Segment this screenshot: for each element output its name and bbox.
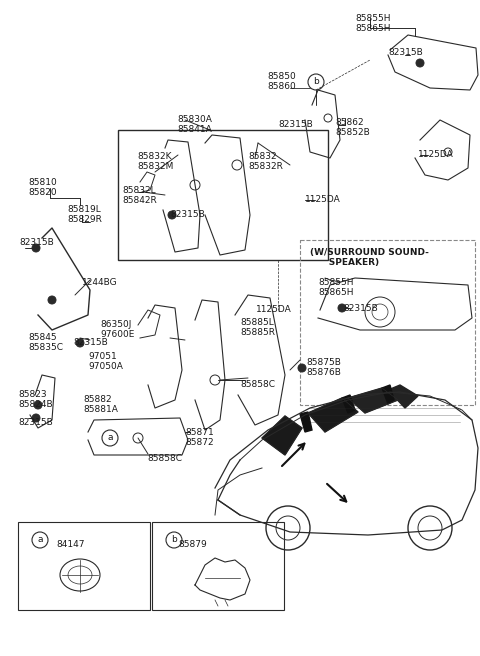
Text: 85858C: 85858C	[240, 380, 275, 389]
Text: 85810
85820: 85810 85820	[28, 178, 57, 197]
Text: 85875B
85876B: 85875B 85876B	[306, 358, 341, 377]
Bar	[152, 522, 284, 610]
Polygon shape	[348, 388, 398, 413]
Text: b: b	[171, 535, 177, 544]
Text: 86350J
97600E: 86350J 97600E	[100, 320, 134, 339]
Text: 85858C: 85858C	[147, 454, 182, 463]
Circle shape	[416, 59, 424, 67]
Text: 85855H
85865H: 85855H 85865H	[318, 278, 353, 297]
Text: 82315B: 82315B	[388, 48, 423, 57]
Text: a: a	[107, 434, 113, 443]
Text: 85832
85832R: 85832 85832R	[248, 152, 283, 171]
Text: a: a	[37, 535, 43, 544]
Text: (W/SURROUND SOUND-
      SPEAKER): (W/SURROUND SOUND- SPEAKER)	[310, 248, 429, 268]
Bar	[300, 240, 475, 405]
Text: 85882
85881A: 85882 85881A	[83, 395, 118, 415]
Polygon shape	[300, 412, 312, 432]
Bar	[118, 130, 328, 260]
Text: 85823
85824B: 85823 85824B	[18, 390, 53, 409]
Circle shape	[298, 364, 306, 372]
Text: 85832K
85832M: 85832K 85832M	[137, 152, 173, 171]
Polygon shape	[308, 398, 358, 432]
Text: 82315B: 82315B	[170, 210, 205, 219]
Polygon shape	[388, 385, 418, 408]
Text: 85855H
85865H: 85855H 85865H	[355, 14, 391, 33]
Text: 85885L
85885R: 85885L 85885R	[240, 318, 275, 337]
Circle shape	[168, 211, 176, 219]
Polygon shape	[262, 416, 302, 455]
Text: 85871
85872: 85871 85872	[185, 428, 214, 447]
Circle shape	[32, 414, 40, 422]
Circle shape	[34, 401, 42, 409]
Text: b: b	[313, 77, 319, 87]
Circle shape	[32, 244, 40, 252]
Text: 1125DA: 1125DA	[418, 150, 454, 159]
Text: 85830A
85841A: 85830A 85841A	[177, 115, 212, 134]
Text: 85850
85860: 85850 85860	[267, 72, 296, 91]
Polygon shape	[342, 395, 355, 413]
Circle shape	[76, 339, 84, 347]
Polygon shape	[382, 385, 394, 404]
Text: 85832L
85842R: 85832L 85842R	[122, 186, 157, 205]
Text: 97051
97050A: 97051 97050A	[88, 352, 123, 371]
Text: 1125DA: 1125DA	[256, 305, 292, 314]
Text: 82315B: 82315B	[19, 238, 54, 247]
Text: 85819L
85829R: 85819L 85829R	[67, 205, 102, 224]
Text: 85845
85835C: 85845 85835C	[28, 333, 63, 352]
Text: 85862
85852B: 85862 85852B	[335, 118, 370, 137]
Text: 82315B: 82315B	[343, 304, 378, 313]
Text: 84147: 84147	[56, 540, 84, 549]
Circle shape	[338, 304, 346, 312]
Text: 85879: 85879	[178, 540, 207, 549]
Circle shape	[48, 296, 56, 304]
Text: 82315B: 82315B	[18, 418, 53, 427]
Bar	[18, 522, 150, 610]
Text: 1125DA: 1125DA	[305, 195, 341, 204]
Text: 1244BG: 1244BG	[82, 278, 118, 287]
Text: 82315B: 82315B	[278, 120, 313, 129]
Text: 82315B: 82315B	[73, 338, 108, 347]
